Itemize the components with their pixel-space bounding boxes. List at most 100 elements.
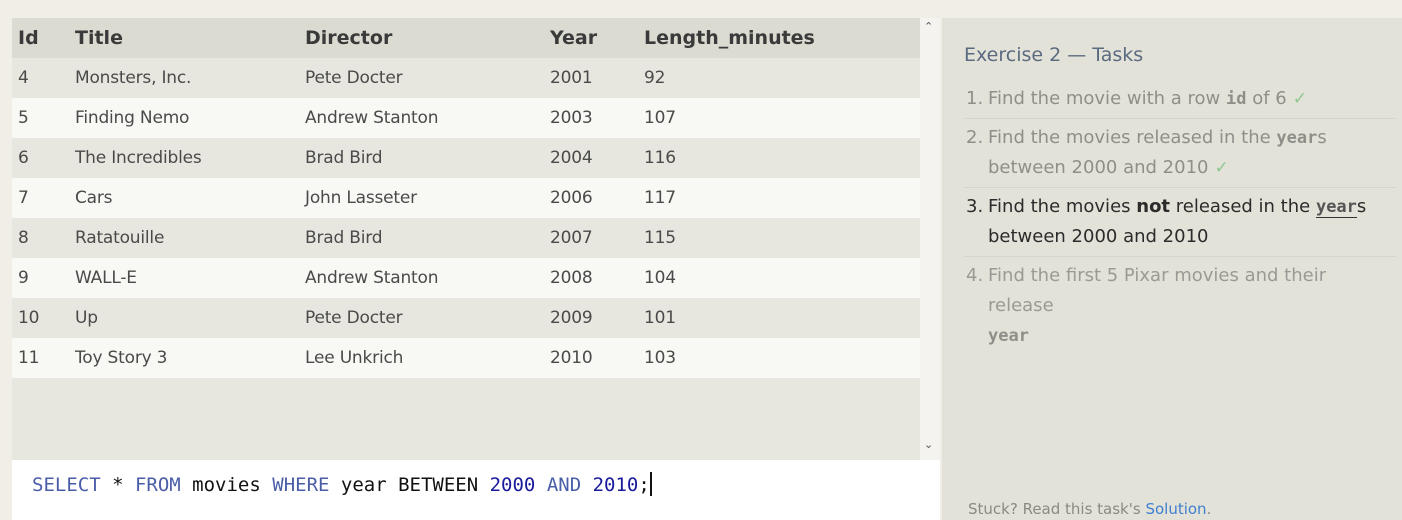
code-star: * [100,474,135,496]
cell-title: Toy Story 3 [69,338,299,378]
cell-title: Monsters, Inc. [69,58,299,98]
cell-director: Brad Bird [299,138,544,178]
cell-title: Finding Nemo [69,98,299,138]
keyword-from: FROM [134,474,181,496]
cell-director: Andrew Stanton [299,98,544,138]
task-code: year [1315,197,1357,218]
cell-director: John Lasseter [299,178,544,218]
task-item: 1. Find the movie with a row id of 6 ✓ [964,80,1396,119]
tasks-panel: Exercise 2 — Tasks 1. Find the movie with… [942,18,1402,520]
cell-length: 107 [638,98,920,138]
table-row: 8 Ratatouille Brad Bird 2007 115 [12,218,920,258]
checkmark-icon: ✓ [1292,89,1307,109]
column-header-id: Id [12,18,69,58]
table-row: 10 Up Pete Docter 2009 101 [12,298,920,338]
table-row: 9 WALL-E Andrew Stanton 2008 104 [12,258,920,298]
column-header-title: Title [69,18,299,58]
number-2000: 2000 [489,474,536,496]
cell-id: 8 [12,218,69,258]
task-number: 4. [966,265,984,286]
keyword-select: SELECT [32,474,101,496]
table-header-row: Id Title Director Year Length_minutes [12,18,920,58]
cell-length: 116 [638,138,920,178]
task-text: released in the [1170,196,1316,217]
code-semicolon: ; [638,474,650,496]
task-number: 1. [966,88,984,109]
checkmark-icon: ✓ [1214,158,1229,178]
cell-title: Up [69,298,299,338]
task-code: year [1276,128,1318,148]
table-row: 6 The Incredibles Brad Bird 2004 116 [12,138,920,178]
cell-length: 101 [638,298,920,338]
column-header-director: Director [299,18,544,58]
results-panel: Id Title Director Year Length_minutes 4 … [12,18,920,460]
keyword-and: AND [535,474,593,496]
chevron-up-icon[interactable]: ⌃ [924,20,934,33]
task-item: 4. Find the first 5 Pixar movies and thei… [964,257,1396,355]
exercise-title: Exercise 2 — Tasks [964,44,1144,66]
cell-title: WALL-E [69,258,299,298]
cell-length: 103 [638,338,920,378]
task-item-active: 3. Find the movies not released in the ye… [964,188,1396,257]
cell-id: 5 [12,98,69,138]
stuck-end: . [1206,500,1212,518]
cell-year: 2006 [544,178,638,218]
task-number: 3. [966,196,984,217]
cell-title: Ratatouille [69,218,299,258]
results-table: Id Title Director Year Length_minutes 4 … [12,18,920,378]
code-condition: year BETWEEN [329,474,490,496]
cell-year: 2010 [544,338,638,378]
cell-length: 104 [638,258,920,298]
cell-id: 11 [12,338,69,378]
keyword-where: WHERE [272,474,330,496]
cell-year: 2009 [544,298,638,338]
table-row: 11 Toy Story 3 Lee Unkrich 2010 103 [12,338,920,378]
cell-id: 10 [12,298,69,338]
task-list: 1. Find the movie with a row id of 6 ✓ 2. F… [964,80,1396,355]
cell-director: Pete Docter [299,298,544,338]
cell-director: Brad Bird [299,218,544,258]
chevron-down-icon[interactable]: ⌄ [924,438,934,451]
sql-query-text[interactable]: SELECT * FROM movies WHERE year BETWEEN … [32,472,652,496]
task-item: 2. Find the movies released in the years … [964,119,1396,188]
task-code: id [1225,89,1247,109]
column-header-year: Year [544,18,638,58]
cell-id: 9 [12,258,69,298]
task-code: year [988,326,1029,346]
text-caret [649,472,652,496]
cell-length: 92 [638,58,920,98]
cell-director: Andrew Stanton [299,258,544,298]
cell-id: 7 [12,178,69,218]
cell-title: Cars [69,178,299,218]
task-text: Find the movies [988,196,1137,217]
cell-length: 117 [638,178,920,218]
cell-year: 2004 [544,138,638,178]
stuck-text: Stuck? Read this task's [968,500,1146,518]
cell-year: 2007 [544,218,638,258]
number-2010: 2010 [592,474,639,496]
task-emphasis: not [1136,196,1171,217]
cell-id: 4 [12,58,69,98]
column-header-length: Length_minutes [638,18,920,58]
results-scrollbar[interactable]: ⌃ ⌄ [920,18,940,460]
cell-year: 2008 [544,258,638,298]
cell-id: 6 [12,138,69,178]
table-row: 7 Cars John Lasseter 2006 117 [12,178,920,218]
cell-length: 115 [638,218,920,258]
cell-year: 2003 [544,98,638,138]
task-text: Find the first 5 Pixar movies and their … [988,265,1327,316]
table-row: 4 Monsters, Inc. Pete Docter 2001 92 [12,58,920,98]
task-text: Find the movies released in the [988,127,1277,148]
code-table: movies [180,474,273,496]
solution-link[interactable]: Solution [1145,500,1207,518]
task-number: 2. [966,127,984,148]
task-text: Find the movie with a row [988,88,1226,109]
task-text: s between 2000 and 2010 [988,127,1327,178]
stuck-hint: Stuck? Read this task's Solution. [968,500,1211,518]
cell-year: 2001 [544,58,638,98]
sql-editor[interactable]: SELECT * FROM movies WHERE year BETWEEN … [12,460,940,520]
task-text: of 6 [1246,88,1287,109]
cell-director: Pete Docter [299,58,544,98]
task-text: s between 2000 and 2010 [988,196,1367,247]
table-row: 5 Finding Nemo Andrew Stanton 2003 107 [12,98,920,138]
